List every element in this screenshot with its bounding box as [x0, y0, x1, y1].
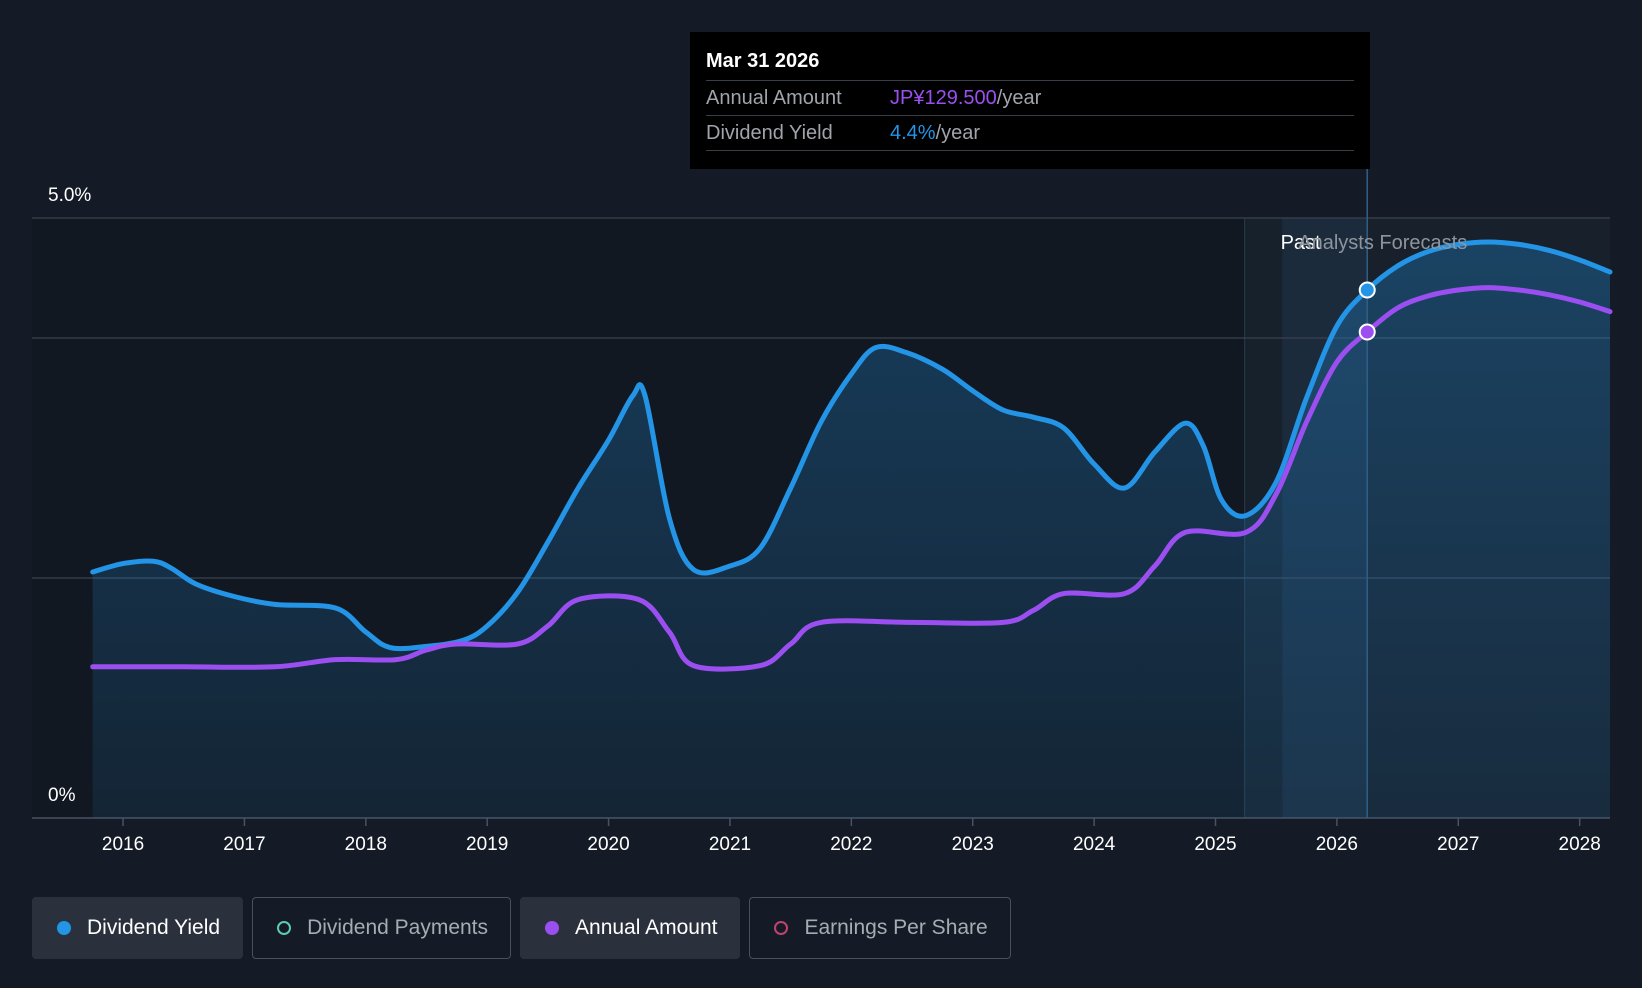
x-tick-label: 2022	[830, 834, 872, 855]
legend-dividend-yield-button[interactable]: Dividend Yield	[32, 897, 244, 959]
tooltip-value: JP¥129.500	[890, 87, 997, 109]
tooltip-unit: /year	[935, 122, 981, 144]
legend: Dividend Yield Dividend Payments Annual …	[32, 897, 1020, 959]
legend-label: Dividend Yield	[87, 916, 221, 939]
legend-label: Dividend Payments	[307, 916, 489, 939]
x-tick-label: 2025	[1194, 834, 1236, 855]
annual-amount-line	[90, 285, 1613, 672]
circle-outline-icon	[277, 921, 292, 935]
tooltip-label: Annual Amount	[706, 87, 842, 109]
y-axis-label-max: 5.0%	[48, 185, 91, 206]
x-tick-label: 2019	[466, 834, 508, 855]
x-tick-label: 2018	[345, 834, 387, 855]
circle-filled-icon	[545, 921, 560, 935]
x-tick-label: 2020	[587, 834, 629, 855]
x-tick-label: 2021	[709, 834, 751, 855]
circle-outline-icon	[774, 921, 789, 935]
circle-filled-icon	[57, 921, 71, 935]
dividend-yield-line	[90, 239, 1613, 652]
x-tick-label: 2017	[223, 834, 265, 855]
x-tick-label: 2027	[1437, 834, 1479, 855]
x-tick-label: 2024	[1073, 834, 1116, 855]
x-tick-label: 2028	[1559, 834, 1601, 855]
dividend-yield-area	[92, 242, 1611, 818]
dividend-yield-marker	[1358, 281, 1376, 299]
x-tick-label: 2023	[952, 834, 994, 855]
legend-label: Annual Amount	[575, 916, 718, 939]
x-tick-label: 2016	[102, 834, 144, 855]
legend-earnings-per-share-button[interactable]: Earnings Per Share	[749, 897, 1011, 959]
legend-label: Earnings Per Share	[804, 916, 988, 939]
tooltip-label: Dividend Yield	[706, 122, 833, 144]
past-region-label: Past	[1281, 232, 1321, 254]
tooltip-unit: /year	[996, 87, 1042, 109]
tooltip-row-annual-amount: Annual Amount JP¥129.500 /year	[706, 81, 1354, 116]
y-axis-label-min: 0%	[48, 785, 76, 806]
tooltip-row-dividend-yield: Dividend Yield 4.4% /year	[706, 116, 1354, 151]
x-tick-label: 2026	[1316, 834, 1358, 855]
tooltip: Mar 31 2026 Annual Amount JP¥129.500 /ye…	[690, 32, 1370, 169]
dividend-chart[interactable]: 5.0% 0% 2016 2017 2018 2019 2020 2021 2022 2023 2…	[0, 0, 1642, 880]
legend-dividend-payments-button[interactable]: Dividend Payments	[252, 897, 512, 959]
legend-annual-amount-button[interactable]: Annual Amount	[520, 897, 741, 959]
tooltip-date: Mar 31 2026	[706, 46, 1354, 81]
annual-amount-marker	[1358, 323, 1376, 341]
tooltip-value: 4.4%	[890, 122, 936, 144]
forecast-region-label: Analysts Forecasts	[1298, 232, 1467, 254]
